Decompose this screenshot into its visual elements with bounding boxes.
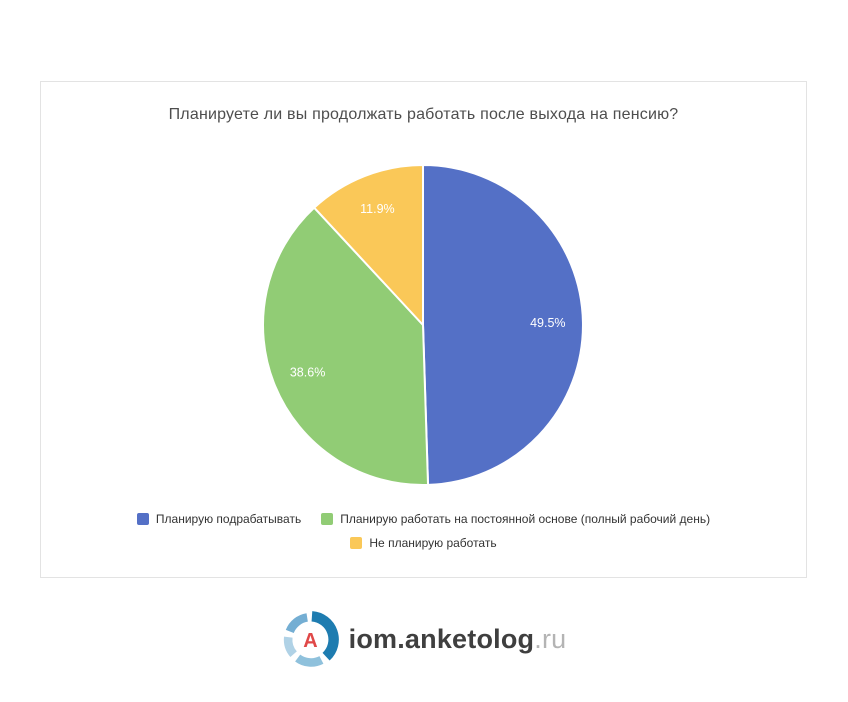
logo-text-main: iom.anketolog bbox=[348, 624, 535, 654]
anketolog-logo-icon: A bbox=[283, 611, 339, 667]
logo-text: iom.anketolog.ru bbox=[349, 624, 567, 655]
pie-slice-2[interactable] bbox=[313, 164, 424, 326]
pie-slice-value-label: 38.6% bbox=[290, 365, 325, 379]
pie-slice-value-label: 11.9% bbox=[360, 202, 395, 216]
legend-label: Планирую работать на постоянной основе (… bbox=[340, 512, 711, 526]
pie-slice-0[interactable] bbox=[422, 164, 584, 486]
legend-swatch bbox=[321, 513, 334, 525]
legend-label: Не планирую работать bbox=[369, 536, 497, 550]
legend-swatch bbox=[136, 513, 149, 525]
pie-chart[interactable]: 49.5% 38.6% 11.9% bbox=[258, 160, 588, 490]
chart-title: Планируете ли вы продолжать работать пос… bbox=[168, 106, 679, 123]
logo-text-suffix: .ru bbox=[534, 624, 567, 654]
chart-legend: Планирую подрабатывать Планирую работать … bbox=[41, 512, 806, 550]
legend-row: Не планирую работать bbox=[350, 536, 497, 550]
pie-slice-1[interactable] bbox=[262, 206, 430, 486]
chart-card: Планируете ли вы продолжать работать пос… bbox=[40, 81, 807, 578]
legend-row: Планирую подрабатывать Планирую работать … bbox=[136, 512, 710, 526]
footer-logo[interactable]: A iom.anketolog.ru bbox=[0, 611, 848, 668]
legend-item-2[interactable]: Не планирую работать bbox=[350, 536, 497, 550]
legend-label: Планирую подрабатывать bbox=[155, 512, 302, 526]
logo-letter: A bbox=[303, 630, 317, 652]
legend-item-1[interactable]: Планирую работать на постоянной основе (… bbox=[321, 512, 710, 526]
pie-slice-value-label: 49.5% bbox=[530, 316, 565, 330]
legend-swatch bbox=[350, 537, 363, 549]
legend-item-0[interactable]: Планирую подрабатывать bbox=[136, 512, 302, 526]
